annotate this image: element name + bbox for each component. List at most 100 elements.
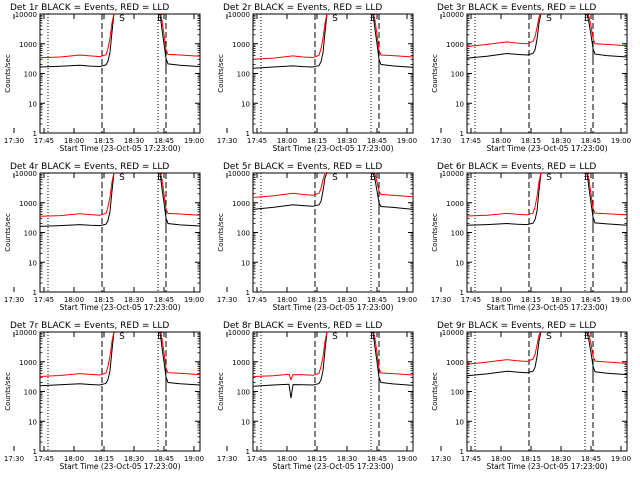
y-axis-label: Counts/sec [217,372,225,411]
lld-line-seg2 [159,13,201,57]
events-line-seg1 [466,172,542,226]
y-axis-label: Counts/sec [431,213,439,252]
x-tick-label: 18:15 [307,455,327,463]
lld-line-seg2 [159,172,201,216]
lld-line-seg1 [39,331,115,377]
y-tick-label: 1000 [232,41,250,49]
chart-title: Det 4r BLACK = Events, RED = LLD [10,162,169,172]
x-tick-label: 17:45 [247,455,267,463]
y-tick-label: 1000 [446,359,464,367]
y-axis-label: Counts/sec [4,213,12,252]
x-tick-label: 17:30 [4,455,24,463]
marker-e: E [584,332,590,342]
x-axis-label: Start Time (23-Oct-05 17:23:00) [272,303,393,312]
marker-e: E [370,14,376,24]
chart-title: Det 8r BLACK = Events, RED = LLD [223,321,382,331]
marker-s: S [119,14,125,24]
x-tick-label: 18:45 [367,296,387,304]
x-tick-label: 18:00 [277,455,297,463]
x-tick-label: 18:00 [491,455,511,463]
y-tick-label: 10000 [15,170,37,178]
chart-panel-4: Det 4r BLACK = Events, RED = LLD 1 10 100 10… [4,162,204,312]
y-tick-label: 100 [237,71,250,79]
y-tick-label: 10 [455,418,464,426]
x-tick-label: 18:15 [521,296,541,304]
y-tick-label: 10000 [442,329,464,337]
x-tick-label: 17:30 [217,137,237,145]
y-tick-label: 1 [460,130,464,138]
x-tick-label: 19:00 [184,455,204,463]
y-tick-label: 1000 [232,200,250,208]
y-tick-label: 1000 [446,200,464,208]
x-tick-label: 18:00 [64,137,84,145]
y-tick-label: 1 [460,289,464,297]
y-tick-label: 100 [24,230,37,238]
x-tick-label: 18:15 [94,455,114,463]
events-line-seg1 [466,331,542,377]
lld-line-seg1 [466,172,542,217]
x-tick-label: 18:00 [64,455,84,463]
x-tick-label: 18:45 [154,137,174,145]
lld-line-seg2 [586,172,628,216]
x-tick-label: 17:30 [4,137,24,145]
marker-s: S [332,14,338,24]
x-tick-label: 18:45 [581,137,601,145]
x-tick-label: 19:00 [184,137,204,145]
chart-panel-3: Det 3r BLACK = Events, RED = LLD 1 10 100 10… [431,3,631,153]
chart-title: Det 2r BLACK = Events, RED = LLD [223,3,382,13]
chart-panel-2: Det 2r BLACK = Events, RED = LLD 1 10 100 10… [217,3,417,153]
y-tick-label: 1 [246,289,250,297]
y-tick-label: 10 [455,100,464,108]
x-tick-label: 18:45 [367,455,387,463]
marker-e: E [370,173,376,183]
x-tick-label: 18:00 [277,137,297,145]
x-tick-label: 19:00 [611,296,631,304]
x-tick-label: 18:30 [124,455,144,463]
x-axis-label: Start Time (23-Oct-05 17:23:00) [59,462,180,471]
marker-s: S [119,173,125,183]
y-axis-label: Counts/sec [431,54,439,93]
marker-e: E [157,14,163,24]
x-tick-label: 17:30 [4,296,24,304]
y-tick-label: 100 [24,71,37,79]
x-tick-label: 18:00 [491,137,511,145]
x-axis-label: Start Time (23-Oct-05 17:23:00) [272,462,393,471]
y-tick-label: 100 [237,230,250,238]
chart-title: Det 1r BLACK = Events, RED = LLD [10,3,169,13]
lld-line-seg1 [252,331,328,382]
x-tick-label: 18:30 [337,455,357,463]
lld-line-seg1 [466,331,542,365]
y-tick-label: 10 [241,418,250,426]
events-line-seg1 [39,13,115,68]
x-tick-label: 17:45 [247,137,267,145]
y-tick-label: 1 [246,448,250,456]
y-tick-label: 10 [241,259,250,267]
x-axis-label: Start Time (23-Oct-05 17:23:00) [59,144,180,153]
plot-frame [39,13,201,134]
lld-line-seg1 [252,171,328,198]
y-tick-label: 10 [28,259,37,267]
plot-frame [466,172,628,293]
chart-panel-1: Det 1r BLACK = Events, RED = LLD 1 10 100 10… [4,3,204,153]
chart-panel-7: Det 7r BLACK = Events, RED = LLD 1 10 100 10… [4,321,204,471]
lld-line-seg2 [586,331,628,364]
y-axis-label: Counts/sec [431,372,439,411]
x-tick-label: 18:30 [551,455,571,463]
lld-line-seg1 [39,13,115,59]
x-tick-label: 19:00 [397,455,417,463]
plot-frame [39,172,201,293]
plot-frame [252,331,414,452]
y-tick-label: 1000 [446,41,464,49]
x-tick-label: 18:45 [367,137,387,145]
events-line-seg1 [466,13,542,59]
x-tick-label: 19:00 [611,137,631,145]
y-tick-label: 1000 [19,200,37,208]
y-tick-label: 10000 [442,11,464,19]
x-tick-label: 18:15 [307,137,327,145]
chart-title: Det 3r BLACK = Events, RED = LLD [437,3,596,13]
x-tick-label: 17:30 [431,296,451,304]
y-tick-label: 10000 [15,329,37,337]
x-tick-label: 18:15 [94,137,114,145]
